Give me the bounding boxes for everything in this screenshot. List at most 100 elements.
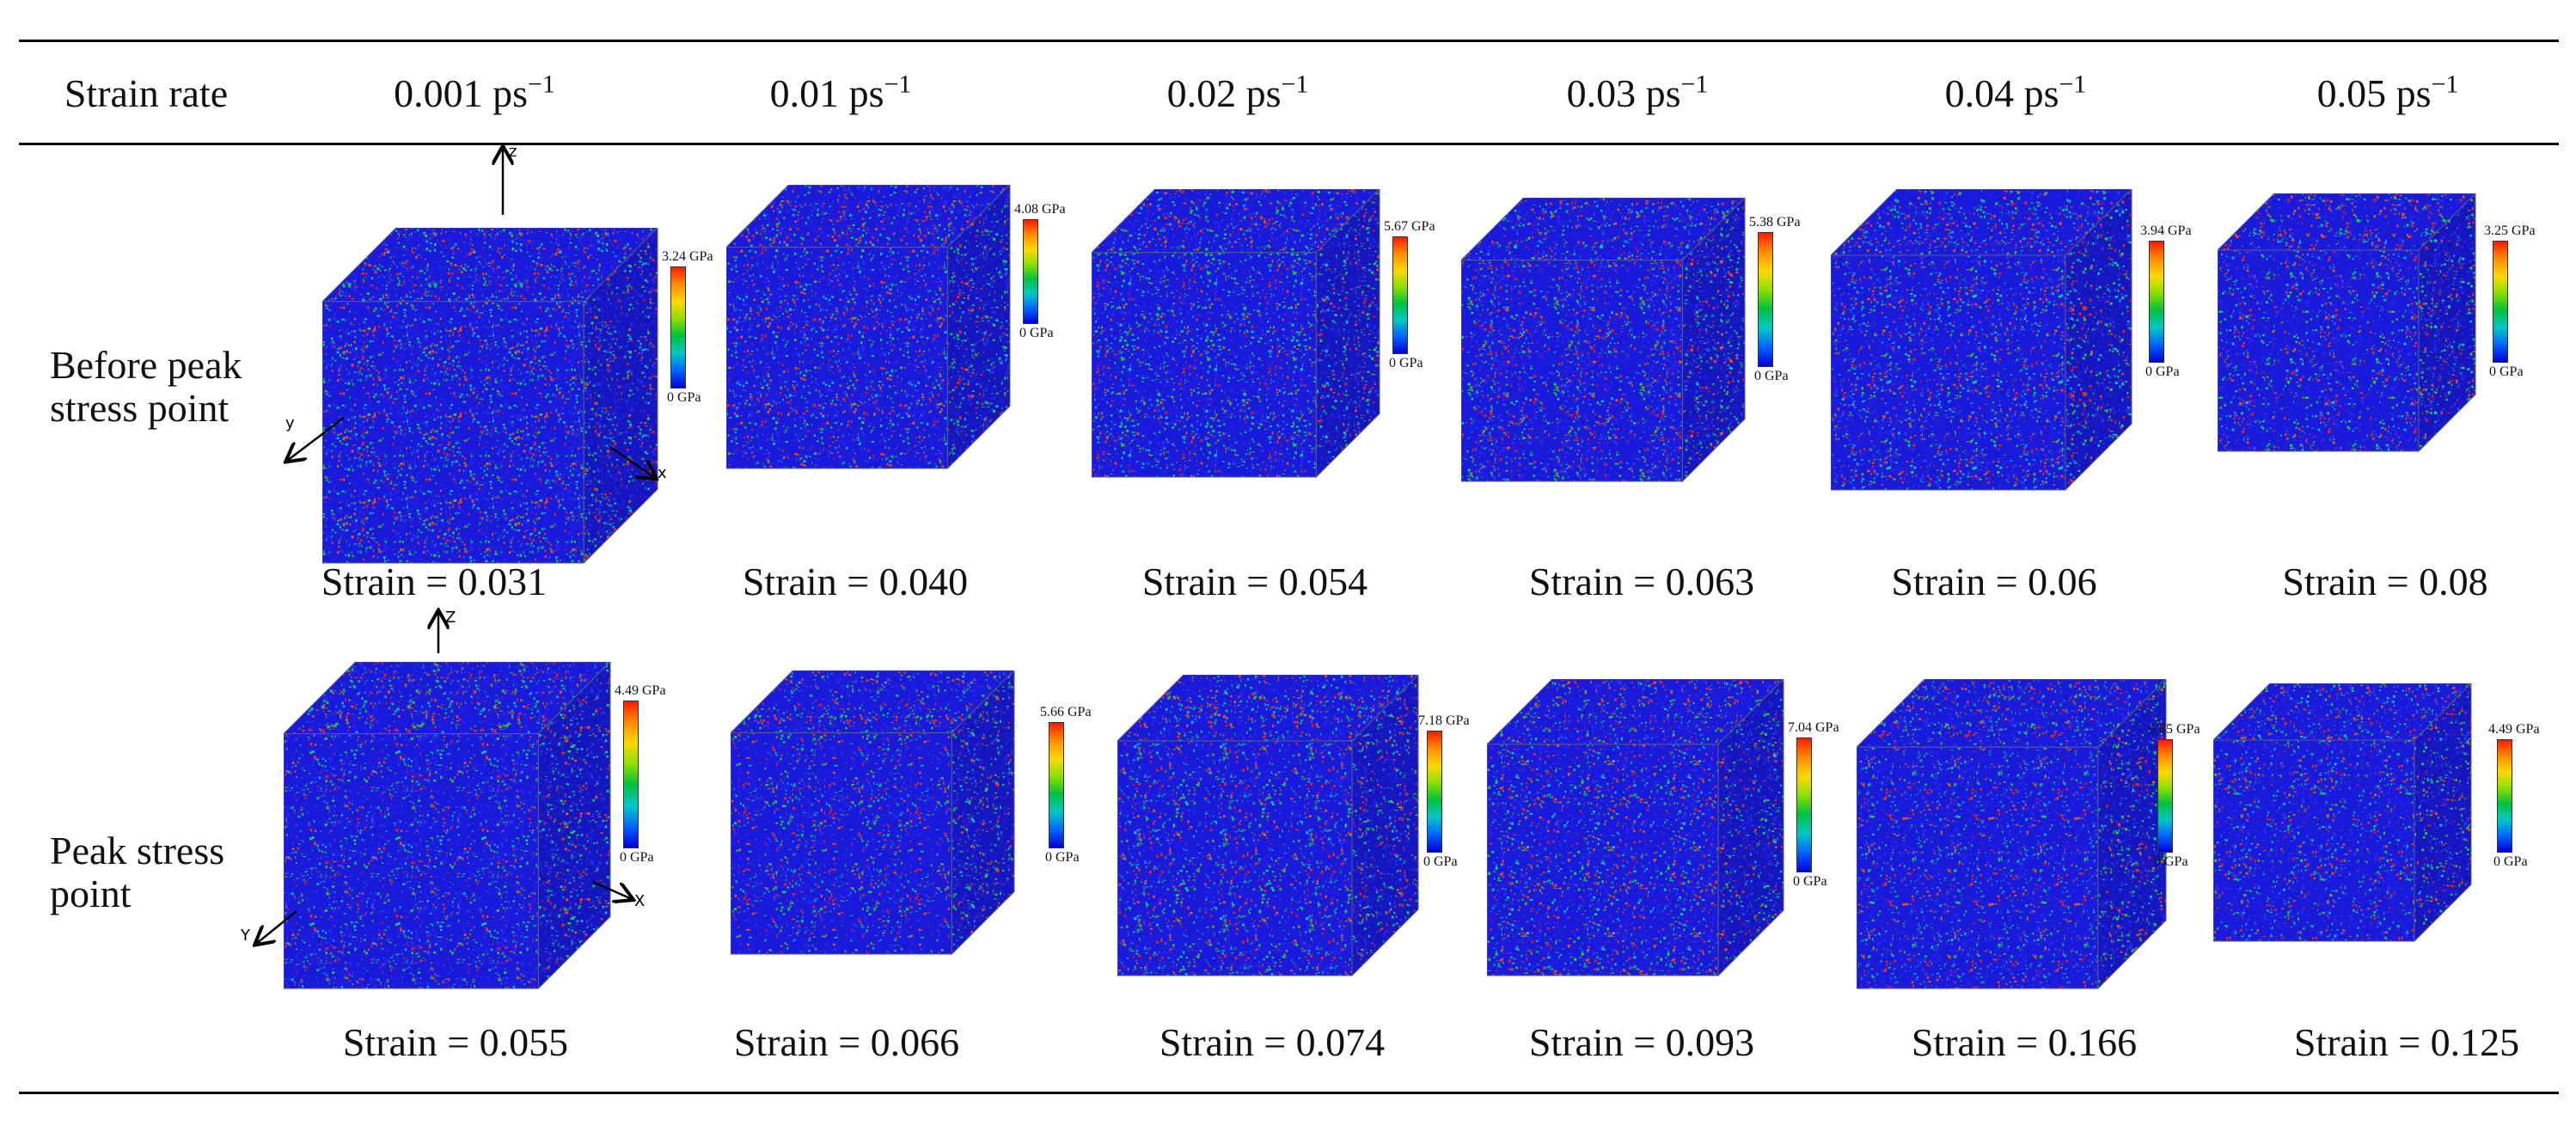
strain-value: Strain = 0.054 [1141,560,1368,603]
stress-cube-before-peak-0.01 [726,185,1011,470]
cube-front-face [1117,740,1353,976]
colorbar [2157,739,2173,853]
strain-rate-unit: ps [848,71,884,115]
stress-cube-before-peak-0.04 [1831,189,2132,492]
cube-front-face [1831,254,2066,491]
strain-rate-value: 0.04 [1944,71,2024,115]
cube-front-face [284,733,539,989]
cube-front-face [726,247,948,469]
strain-rate-exponent: −1 [1680,70,1709,99]
colorbar [1427,731,1442,853]
colorbar [1392,236,1408,354]
stress-cube-before-peak-0.03 [1461,198,1746,483]
colorbar-min-label: 0 GPa [1045,850,1080,865]
colorbar-max-label: 3.24 GPa [662,249,713,264]
colorbar-min-label: 0 GPa [667,390,701,405]
stress-cube-before-peak-0.02 [1092,189,1380,479]
colorbar-min-label: 0 GPa [1423,854,1458,869]
stress-cube-peak-0.03 [1487,679,1784,977]
strain-value: Strain = 0.063 [1528,560,1755,603]
header-row-label: Strain rate [64,71,229,115]
strain-rate-value: 0.01 [769,71,849,115]
strain-value: Strain = 0.125 [2293,1020,2520,1064]
header-strain-rate: 0.01 ps−1 [770,70,912,116]
colorbar [670,266,686,389]
strain-rate-exponent: −1 [884,70,912,99]
axis-label-y: y [285,414,295,432]
colorbar-min-label: 0 GPa [1754,369,1789,383]
strain-value: Strain = 0.093 [1528,1020,1755,1064]
strain-rate-value: 0.02 [1166,71,1246,115]
row-label-peak-stress: Peak stress point [50,829,224,915]
strain-rate-exponent: −1 [527,70,555,99]
row-label-line: stress point [50,386,229,430]
strain-value: Strain = 0.031 [321,560,548,603]
colorbar [1023,219,1038,324]
colorbar [2149,241,2164,363]
axis-label-z: Z [445,609,456,627]
stress-cube-peak-0.05 [2213,683,2472,943]
strain-rate-unit: ps [1245,71,1282,115]
colorbar [1758,232,1773,367]
strain-value: Strain = 0.055 [342,1020,569,1064]
colorbar-min-label: 0 GPa [1389,356,1423,370]
colorbar-max-label: 5.65 GPa [2149,722,2200,737]
colorbar-max-label: 4.49 GPa [615,683,666,698]
row-label-line: Before peak [50,343,242,387]
colorbar-max-label: 3.94 GPa [2140,223,2192,238]
cube-front-face [2218,249,2420,452]
stress-cube-before-peak-0.05 [2218,193,2476,453]
colorbar-max-label: 4.08 GPa [1014,202,1066,217]
colorbar [1049,722,1064,848]
strain-rate-unit: ps [1645,71,1681,115]
colorbar-min-label: 0 GPa [2489,364,2524,379]
top-rule [19,40,2559,42]
cube-front-face [1857,746,2099,989]
colorbar [623,701,639,848]
strain-value: Strain = 0.066 [733,1020,960,1064]
strain-rate-exponent: −1 [1281,70,1309,99]
strain-value: Strain = 0.06 [1891,560,2097,603]
strain-rate-value: 0.05 [2316,71,2396,115]
strain-rate-value: 0.001 [394,71,493,115]
row-label-line: point [50,872,132,915]
header-strain-rate: 0.04 ps−1 [1945,70,2087,116]
colorbar-min-label: 0 GPa [2145,364,2180,379]
header-rule [19,143,2559,145]
strain-rate-unit: ps [2395,71,2432,115]
strain-rate-unit: ps [2023,71,2059,115]
colorbar-max-label: 5.67 GPa [1384,219,1435,234]
header-strain-rate: 0.03 ps−1 [1567,70,1709,116]
row-label-line: Peak stress [50,829,225,872]
axis-label-x: X [634,892,645,910]
stress-cube-peak-0.04 [1857,679,2167,990]
colorbar-min-label: 0 GPa [620,850,654,865]
stress-cube-peak-0.01 [731,670,1015,956]
axis-label-y: Y [240,927,251,945]
cube-front-face [1461,260,1683,482]
colorbar-max-label: 7.18 GPa [1418,713,1470,728]
colorbar-max-label: 4.49 GPa [2488,722,2540,737]
cube-front-face [2213,739,2415,942]
stress-cube-before-peak-0.001 [322,228,658,565]
strain-value: Strain = 0.074 [1159,1020,1386,1064]
colorbar-min-label: 0 GPa [2493,854,2528,869]
bottom-rule [19,1092,2559,1094]
strain-value: Strain = 0.040 [742,560,969,603]
colorbar-max-label: 7.04 GPa [1788,720,1839,735]
header-strain-rate: 0.001 ps−1 [394,70,555,116]
strain-value: Strain = 0.166 [1911,1020,2138,1064]
colorbar-min-label: 0 GPa [2154,854,2188,869]
colorbar-max-label: 5.66 GPa [1040,705,1092,719]
colorbar [1796,737,1812,872]
header-strain-rate: 0.05 ps−1 [2317,70,2459,116]
strain-rate-unit: ps [493,71,528,115]
colorbar-min-label: 0 GPa [1019,326,1054,340]
cube-front-face [322,301,584,564]
cube-front-face [1487,744,1719,976]
header-strain-rate: 0.02 ps−1 [1167,70,1309,116]
colorbar [2497,739,2512,853]
row-label-before-peak: Before peak stress point [50,344,242,430]
cube-front-face [731,732,952,955]
axis-label-z: z [509,143,517,161]
